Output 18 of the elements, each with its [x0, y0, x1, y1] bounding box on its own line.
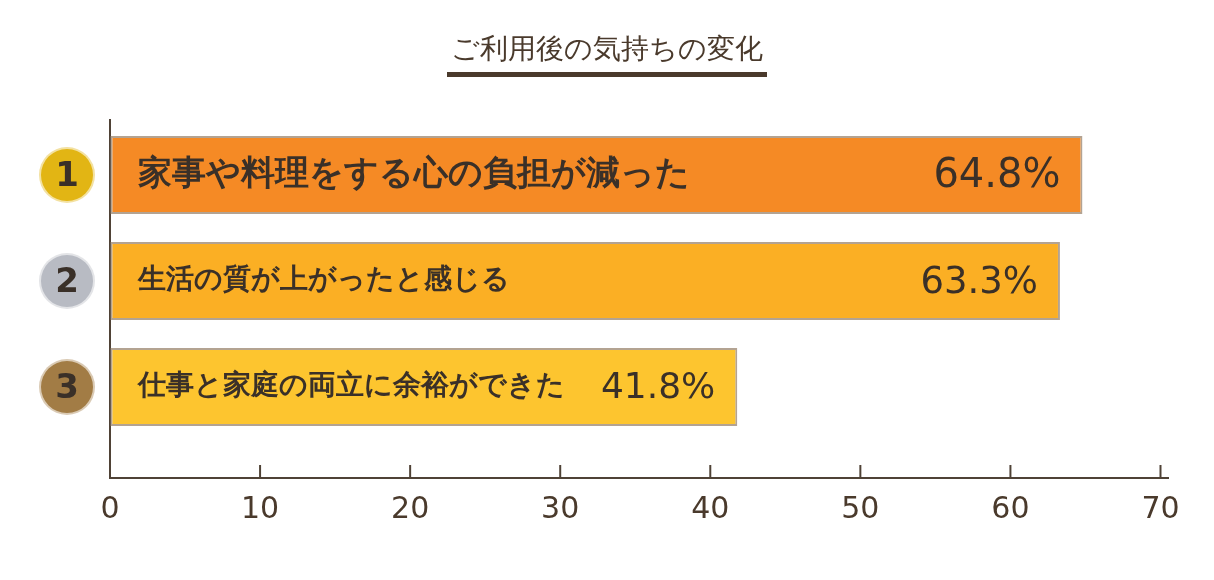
y-tick-label: 家事や料理をする心の負担が減った [138, 151, 690, 192]
x-tick-label: 30 [541, 489, 580, 525]
text: 3 [55, 365, 79, 406]
y-tick-label: 生活の質が上がったと感じる [137, 262, 510, 296]
data-label: 64.8% [933, 150, 1061, 197]
x-tick-label: 70 [1141, 489, 1180, 525]
data-label: 41.8% [600, 365, 716, 407]
data-label: 63.3% [920, 258, 1038, 302]
text: 1 [55, 153, 79, 194]
x-tick-label: 40 [691, 489, 730, 525]
x-tick-label: 50 [841, 489, 880, 525]
chart-title: ご利用後の気持ちの変化 [447, 32, 767, 77]
y-tick-label: 仕事と家庭の両立に余裕ができた [136, 368, 565, 402]
x-tick-label: 0 [100, 489, 120, 525]
x-tick-label: 20 [391, 489, 430, 525]
x-tick-label: 60 [991, 489, 1030, 525]
x-tick-label: 10 [240, 489, 280, 525]
text: 2 [55, 259, 79, 300]
